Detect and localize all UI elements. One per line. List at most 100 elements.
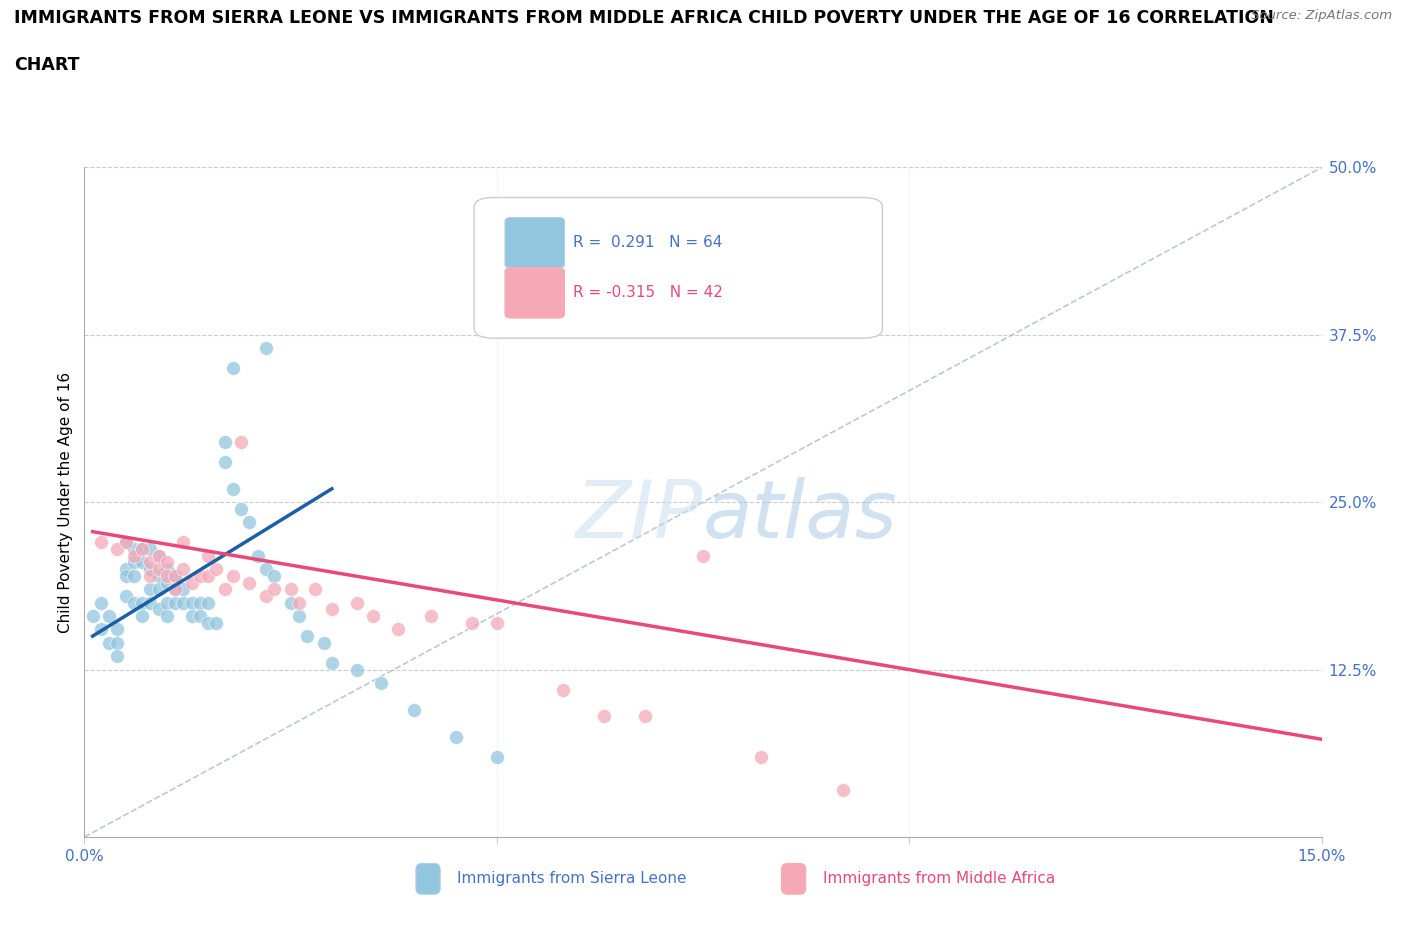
Point bbox=[321, 602, 343, 617]
Point bbox=[156, 575, 179, 590]
FancyBboxPatch shape bbox=[474, 197, 883, 339]
Point bbox=[346, 662, 368, 677]
Point bbox=[229, 501, 252, 516]
Point bbox=[485, 750, 508, 764]
Point bbox=[387, 622, 409, 637]
Point bbox=[82, 608, 104, 623]
Point bbox=[280, 595, 302, 610]
Point bbox=[288, 595, 311, 610]
Point bbox=[165, 582, 187, 597]
Point bbox=[105, 622, 128, 637]
Point bbox=[205, 616, 228, 631]
Point bbox=[172, 562, 194, 577]
Point bbox=[229, 434, 252, 449]
Point bbox=[114, 589, 136, 604]
Point bbox=[205, 562, 228, 577]
Point bbox=[288, 608, 311, 623]
Point bbox=[197, 595, 219, 610]
Point bbox=[370, 675, 392, 690]
Point bbox=[188, 595, 211, 610]
Point bbox=[139, 582, 162, 597]
Point bbox=[156, 608, 179, 623]
Point bbox=[593, 709, 616, 724]
Point bbox=[165, 568, 187, 583]
Point bbox=[131, 541, 153, 556]
Point bbox=[263, 568, 285, 583]
Point bbox=[197, 616, 219, 631]
Point bbox=[254, 562, 277, 577]
Point bbox=[246, 549, 269, 564]
Point bbox=[122, 549, 145, 564]
Point bbox=[139, 562, 162, 577]
Point bbox=[304, 582, 326, 597]
Point bbox=[114, 535, 136, 550]
Point bbox=[280, 582, 302, 597]
Point bbox=[254, 589, 277, 604]
Point bbox=[692, 549, 714, 564]
Point bbox=[419, 608, 441, 623]
Point bbox=[172, 535, 194, 550]
Point bbox=[114, 535, 136, 550]
Point bbox=[131, 541, 153, 556]
Point bbox=[214, 582, 236, 597]
Point bbox=[263, 582, 285, 597]
Text: atlas: atlas bbox=[703, 476, 898, 554]
Point bbox=[214, 455, 236, 470]
Point bbox=[832, 783, 855, 798]
Point bbox=[444, 729, 467, 744]
Y-axis label: Child Poverty Under the Age of 16: Child Poverty Under the Age of 16 bbox=[58, 372, 73, 632]
Point bbox=[172, 582, 194, 597]
Point bbox=[321, 656, 343, 671]
Point bbox=[312, 635, 335, 650]
Point bbox=[131, 595, 153, 610]
Point bbox=[165, 595, 187, 610]
Point bbox=[139, 595, 162, 610]
Point bbox=[156, 568, 179, 583]
Point bbox=[148, 562, 170, 577]
Point bbox=[114, 562, 136, 577]
Point bbox=[148, 602, 170, 617]
Point bbox=[172, 595, 194, 610]
Text: CHART: CHART bbox=[14, 56, 80, 73]
Point bbox=[180, 608, 202, 623]
Point bbox=[139, 541, 162, 556]
Point bbox=[122, 568, 145, 583]
Point bbox=[114, 568, 136, 583]
Point bbox=[749, 750, 772, 764]
Point bbox=[122, 541, 145, 556]
Point bbox=[165, 582, 187, 597]
Text: Source: ZipAtlas.com: Source: ZipAtlas.com bbox=[1251, 9, 1392, 22]
Point bbox=[90, 535, 112, 550]
Point bbox=[551, 683, 574, 698]
Point bbox=[105, 649, 128, 664]
Text: Immigrants from Middle Africa: Immigrants from Middle Africa bbox=[823, 871, 1054, 886]
Point bbox=[180, 595, 202, 610]
Point bbox=[254, 340, 277, 355]
Point bbox=[139, 568, 162, 583]
Point bbox=[105, 541, 128, 556]
Point bbox=[165, 568, 187, 583]
Point bbox=[148, 549, 170, 564]
Point bbox=[295, 629, 318, 644]
Point bbox=[197, 549, 219, 564]
Point bbox=[485, 616, 508, 631]
Point bbox=[148, 568, 170, 583]
Point bbox=[131, 608, 153, 623]
Text: ZIP: ZIP bbox=[575, 476, 703, 554]
Point bbox=[634, 709, 657, 724]
Point bbox=[238, 575, 260, 590]
FancyBboxPatch shape bbox=[505, 268, 564, 318]
Point bbox=[222, 568, 245, 583]
Point bbox=[156, 595, 179, 610]
Point bbox=[139, 555, 162, 570]
Point bbox=[222, 361, 245, 376]
Point bbox=[346, 595, 368, 610]
Point bbox=[98, 635, 121, 650]
Point bbox=[122, 595, 145, 610]
Point bbox=[214, 434, 236, 449]
Point bbox=[105, 635, 128, 650]
Point bbox=[461, 616, 484, 631]
Point bbox=[222, 482, 245, 497]
Point bbox=[90, 595, 112, 610]
Point bbox=[156, 555, 179, 570]
